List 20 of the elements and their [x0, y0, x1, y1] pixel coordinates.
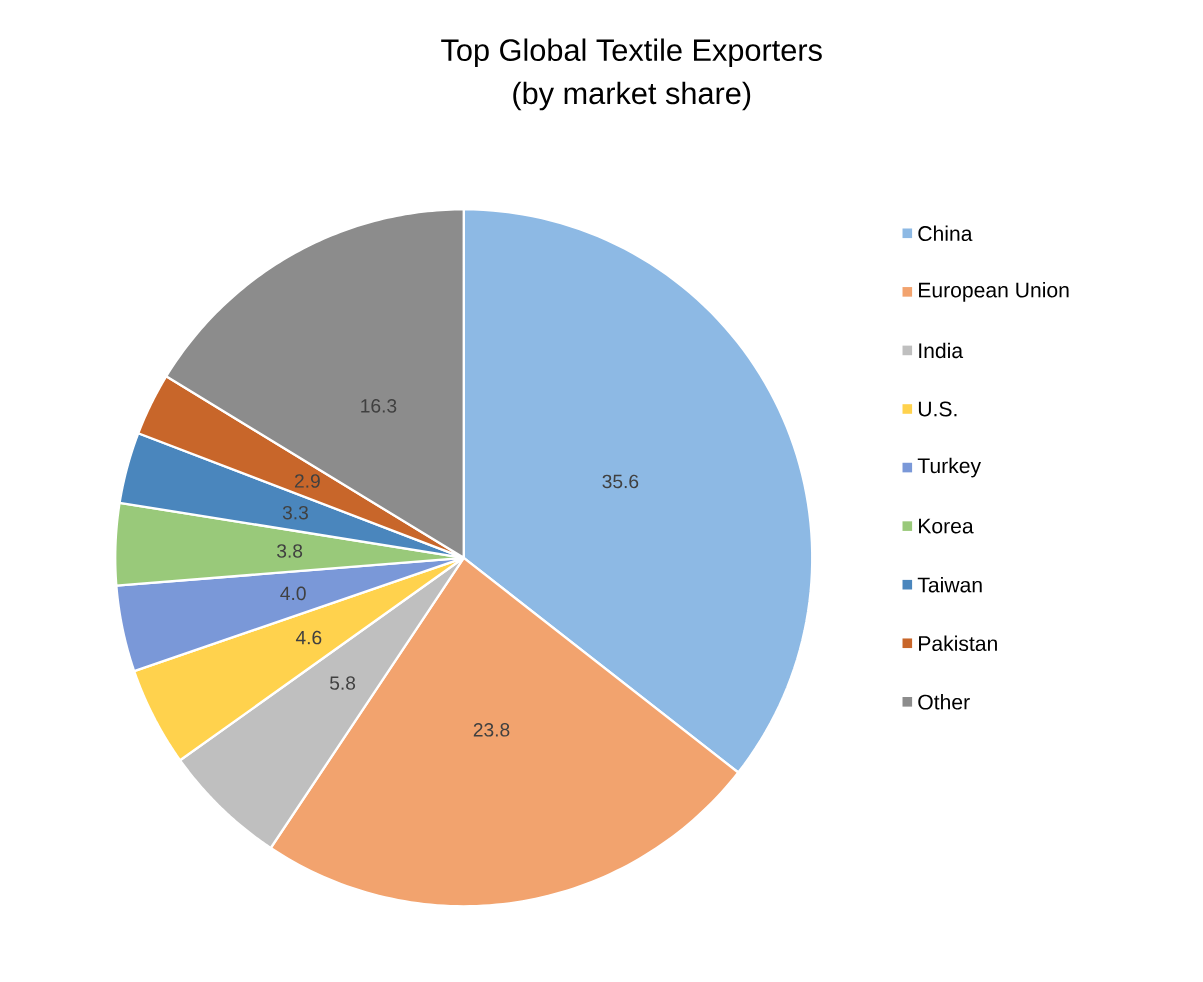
chart-subtitle: (by market share)	[513, 81, 751, 111]
data-label: 35.6	[602, 474, 639, 489]
legend-label: Other	[918, 694, 970, 710]
chart-title: Top Global Textile Exporters	[441, 38, 822, 68]
legend-label: Pakistan	[919, 635, 997, 651]
legend-label: India	[919, 342, 964, 359]
legend-label: China	[918, 225, 973, 241]
legend-label: U.S.	[918, 401, 957, 417]
legend-label: Taiwan	[917, 576, 982, 593]
legend-label: Turkey	[917, 457, 982, 478]
data-label: 23.8	[473, 722, 510, 737]
legend-label: Korea	[919, 518, 974, 534]
data-label: 3.3	[282, 505, 308, 520]
data-label: 4.6	[295, 630, 322, 645]
legend-label: European Union	[919, 281, 1069, 302]
data-label: 4.0	[280, 586, 306, 601]
data-label: 2.9	[294, 474, 320, 488]
data-label: 5.8	[330, 676, 356, 690]
data-label: 16.3	[361, 398, 397, 413]
data-label: 3.8	[277, 544, 303, 558]
